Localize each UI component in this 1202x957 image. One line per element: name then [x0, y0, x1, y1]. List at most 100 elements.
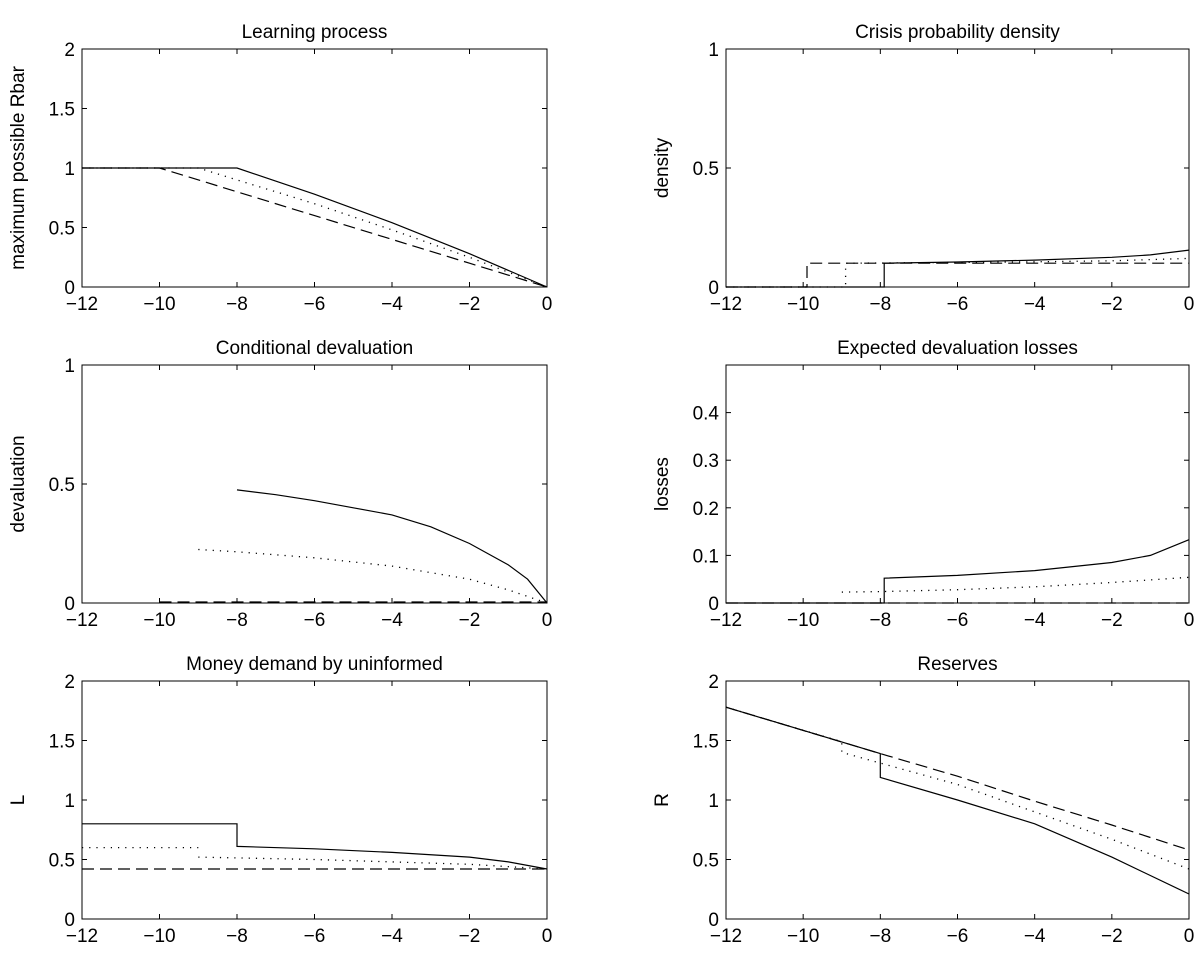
y-axis-label: maximum possible Rbar [8, 65, 29, 269]
x-tick-label: −4 [381, 926, 403, 947]
x-tick-label: −2 [459, 926, 481, 947]
x-tick-label: −4 [381, 294, 403, 315]
x-tick-label: −6 [304, 926, 326, 947]
x-tick-label: −2 [1101, 926, 1123, 947]
x-tick-label: −6 [947, 610, 969, 631]
y-tick-label: 2 [708, 672, 719, 693]
chart-title: Reserves [917, 654, 997, 675]
series-line-solid [726, 249, 1190, 288]
series-line-solid [82, 167, 548, 288]
y-tick-label: 0 [708, 278, 719, 299]
x-tick-label: −6 [304, 610, 326, 631]
x-tick-label: −12 [710, 610, 742, 631]
series-line-solid [82, 823, 548, 870]
series-group [725, 706, 1190, 895]
chart-title: Conditional devaluation [216, 338, 414, 359]
x-tick-label: −12 [66, 294, 98, 315]
chart-title: Learning process [242, 22, 388, 43]
x-tick-label: 0 [542, 926, 553, 947]
y-tick-label: 0.2 [693, 499, 719, 520]
x-tick-label: −12 [710, 926, 742, 947]
x-tick-label: −10 [787, 926, 819, 947]
chart-panel-6: −12 −10 −8 −6 −4 −2 0 0 0.5 1 1.5 2 Reserves R [652, 654, 1194, 947]
y-tick-label: 1 [708, 791, 719, 812]
chart-panel-4: −12 −10 −8 −6 −4 −2 0 0 0.1 0.2 0.3 0.4 Expected dev… [652, 338, 1194, 631]
series-group [159, 489, 548, 604]
series-line-dotted [725, 706, 1190, 870]
x-tick-label: 0 [1184, 926, 1195, 947]
y-tick-label: 1 [64, 159, 75, 180]
series-line-dashed [725, 706, 1190, 851]
series-group [726, 249, 1190, 288]
x-tick-label: −6 [947, 926, 969, 947]
y-tick-label: 0.3 [693, 451, 719, 472]
series-line-solid [236, 489, 548, 604]
series-line-dotted [841, 576, 1190, 593]
x-tick-label: −12 [66, 926, 98, 947]
series-line-dashed [82, 167, 548, 288]
x-tick-label: −8 [226, 294, 248, 315]
x-tick-label: −2 [459, 294, 481, 315]
y-axis-label: losses [652, 457, 673, 511]
y-tick-label: 0.5 [49, 475, 75, 496]
chart-panel-5: −12 −10 −8 −6 −4 −2 0 0 0.5 1 1.5 2 Money demand by … [8, 654, 552, 947]
series-line-solid [726, 539, 1190, 604]
x-tick-label: −4 [1024, 926, 1046, 947]
x-tick-label: −10 [787, 610, 819, 631]
y-tick-label: 0 [708, 910, 719, 931]
y-tick-label: 0.1 [693, 546, 719, 567]
series-group [82, 823, 548, 870]
y-tick-label: 1.5 [49, 100, 75, 121]
y-tick-label: 1 [708, 40, 719, 61]
x-tick-label: −8 [226, 610, 248, 631]
axes-frame [81, 364, 548, 604]
x-tick-label: 0 [542, 610, 553, 631]
x-tick-label: −10 [143, 294, 175, 315]
y-tick-label: 1 [64, 356, 75, 377]
series-line-solid [725, 706, 1190, 895]
y-tick-label: 0.5 [49, 851, 75, 872]
x-tick-label: −2 [1101, 294, 1123, 315]
series-group [726, 539, 1190, 604]
x-tick-label: −10 [143, 610, 175, 631]
y-tick-label: 1.5 [49, 732, 75, 753]
series-line-dotted-part-2 [198, 856, 548, 870]
y-tick-label: 0 [64, 278, 75, 299]
x-tick-label: −4 [381, 610, 403, 631]
y-tick-label: 1 [64, 791, 75, 812]
y-tick-label: 0 [64, 910, 75, 931]
x-tick-label: −2 [1101, 610, 1123, 631]
y-tick-label: 0.4 [693, 404, 720, 425]
x-tick-label: −12 [66, 610, 98, 631]
axes-frame [725, 48, 1190, 288]
axes-frame [81, 680, 548, 920]
series-line-dotted [198, 548, 548, 604]
x-tick-label: 0 [1184, 294, 1195, 315]
x-tick-label: −4 [1024, 610, 1046, 631]
x-tick-label: 0 [1184, 610, 1195, 631]
y-axis-label: density [652, 137, 673, 198]
y-tick-label: 2 [64, 40, 75, 61]
x-tick-label: −10 [787, 294, 819, 315]
y-tick-label: 0.5 [693, 851, 719, 872]
y-tick-label: 1.5 [693, 732, 719, 753]
y-tick-label: 0.5 [49, 219, 75, 240]
chart-title: Expected devaluation losses [837, 338, 1078, 359]
y-tick-label: 0 [64, 594, 75, 615]
chart-title: Money demand by uninformed [186, 654, 443, 675]
y-tick-label: 0 [708, 594, 719, 615]
x-tick-label: −8 [869, 294, 891, 315]
x-tick-label: −6 [304, 294, 326, 315]
x-tick-label: −6 [947, 294, 969, 315]
x-tick-label: −10 [143, 926, 175, 947]
x-tick-label: −12 [710, 294, 742, 315]
chart-panel-3: −12 −10 −8 −6 −4 −2 0 0 0.5 1 Conditional devaluat… [8, 338, 552, 631]
x-tick-label: −8 [869, 610, 891, 631]
chart-panel-2: −12 −10 −8 −6 −4 −2 0 0 0.5 1 Crisis probability d… [652, 22, 1194, 315]
x-tick-label: 0 [542, 294, 553, 315]
y-axis-label: devaluation [8, 435, 29, 532]
chart-title: Crisis probability density [855, 22, 1060, 43]
x-tick-label: −2 [459, 610, 481, 631]
axes-frame [725, 364, 1190, 604]
